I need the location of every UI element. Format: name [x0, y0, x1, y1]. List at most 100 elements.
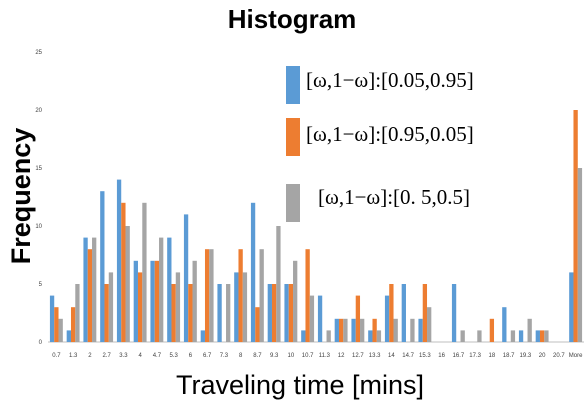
bar	[309, 295, 315, 342]
bar	[75, 284, 80, 342]
x-tick-label: 11.3	[319, 353, 331, 359]
x-tick-label: 4.7	[153, 353, 162, 359]
bar	[355, 295, 361, 342]
legend-swatch	[286, 184, 300, 222]
x-tick-label: 15.3	[419, 353, 431, 359]
bar	[92, 237, 97, 342]
bar	[389, 284, 394, 342]
bar	[267, 284, 272, 342]
x-tick-label: More	[569, 353, 583, 359]
x-tick-label: 6	[189, 353, 193, 359]
x-tick-label: 5.3	[169, 353, 178, 359]
bar	[204, 249, 210, 342]
y-tick-label: 25	[35, 50, 42, 56]
bar	[502, 307, 507, 342]
legend-label: [ω,1−ω]:[0.95,0.05]	[306, 122, 474, 146]
bar	[125, 226, 130, 342]
y-tick-label: 5	[39, 282, 43, 288]
x-tick-label: 13.3	[369, 353, 381, 359]
bar	[510, 330, 516, 342]
bar	[226, 284, 231, 342]
x-axis-label: Traveling time [mins]	[176, 370, 424, 400]
bar	[167, 237, 172, 342]
bar	[242, 272, 248, 342]
bar	[544, 330, 549, 342]
x-tick-label: 18.7	[503, 353, 515, 359]
bar	[137, 272, 143, 342]
bar	[250, 202, 256, 342]
y-tick-label: 0	[39, 340, 43, 346]
x-tick-label: 16	[438, 353, 445, 359]
bar	[477, 330, 482, 342]
bar	[83, 237, 88, 342]
bar	[49, 295, 55, 342]
legend-label: [ω,1−ω]:[0. 5,0.5]	[318, 185, 470, 209]
x-tick-label: 0.7	[52, 353, 61, 359]
bar	[121, 202, 126, 342]
bar	[577, 168, 583, 342]
bar	[393, 318, 398, 342]
bars-group	[49, 110, 583, 342]
x-tick-label: 12.7	[352, 353, 364, 359]
bar	[539, 330, 545, 342]
legend-swatch	[286, 66, 300, 104]
bar	[183, 214, 189, 342]
x-tick-label: 18	[489, 353, 496, 359]
y-tick-label: 15	[35, 166, 42, 172]
bar	[234, 272, 239, 342]
x-tick-label: 3.3	[119, 353, 128, 359]
x-tick-label: 2.7	[102, 353, 111, 359]
legend: [ω,1−ω]:[0.05,0.95] [ω,1−ω]:[0.95,0.05] [ω…	[286, 66, 474, 222]
y-axis-label: Frequency	[6, 128, 36, 265]
x-tick-label: 6.7	[203, 353, 212, 359]
bar	[150, 260, 155, 342]
bar	[422, 284, 428, 342]
y-axis-ticks: 0 5 10 15 20 25	[35, 50, 42, 346]
y-tick-label: 10	[35, 224, 42, 230]
bar	[527, 318, 532, 342]
bar	[569, 272, 574, 342]
bar	[209, 249, 214, 342]
bar	[343, 318, 348, 342]
bar	[171, 284, 176, 342]
bar	[460, 330, 465, 342]
x-tick-label: 8	[239, 353, 243, 359]
x-tick-label: 20	[539, 353, 546, 359]
x-tick-label: 10	[288, 353, 295, 359]
bar	[372, 318, 377, 342]
bar	[360, 318, 365, 342]
bar	[376, 330, 382, 342]
x-tick-label: 12	[338, 353, 345, 359]
bar	[188, 284, 193, 342]
bar	[104, 284, 109, 342]
bar	[154, 260, 160, 342]
x-tick-label: 14.7	[402, 353, 414, 359]
bar	[100, 191, 105, 342]
bar	[338, 318, 344, 342]
bar	[518, 330, 524, 342]
bar	[535, 330, 540, 342]
x-tick-label: 9.3	[270, 353, 279, 359]
x-tick-label: 19.3	[520, 353, 532, 359]
bar	[217, 284, 222, 342]
bar	[238, 249, 243, 342]
bar	[305, 249, 310, 342]
x-tick-label: 14	[388, 353, 395, 359]
x-tick-label: 10.7	[302, 353, 314, 359]
x-tick-label: 16.7	[453, 353, 465, 359]
bar	[255, 307, 260, 342]
y-tick-label: 20	[35, 108, 42, 114]
bar	[410, 318, 415, 342]
bar	[427, 307, 432, 342]
bar	[573, 110, 578, 342]
bar	[451, 284, 457, 342]
bar	[489, 318, 495, 342]
bar	[326, 330, 331, 342]
x-tick-label: 8.7	[253, 353, 262, 359]
x-tick-label: 17.3	[469, 353, 481, 359]
x-tick-label: 2	[88, 353, 92, 359]
bar	[284, 284, 289, 342]
bar	[288, 284, 294, 342]
bar	[384, 295, 390, 342]
